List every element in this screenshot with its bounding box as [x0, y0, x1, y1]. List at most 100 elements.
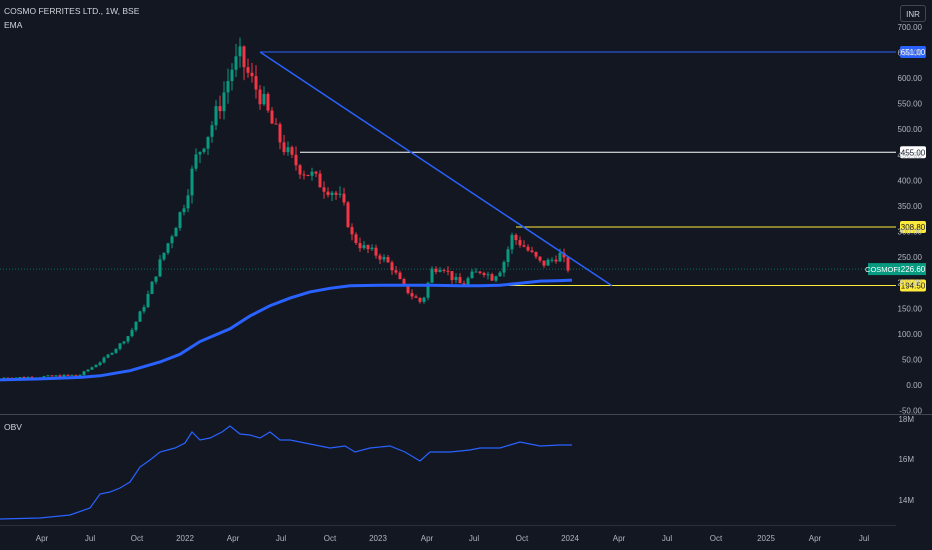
ema-legend[interactable]: EMA — [4, 20, 23, 30]
candle-body — [334, 192, 338, 195]
time-tick-label: Oct — [324, 534, 337, 543]
candle-body — [126, 336, 130, 342]
candle-body — [222, 92, 226, 112]
candle-body — [78, 374, 82, 376]
candle-body — [306, 174, 310, 176]
candle-body — [278, 124, 282, 143]
candle-body — [534, 252, 538, 257]
obv-tick-label: 14M — [898, 496, 914, 505]
time-tick-label: Oct — [131, 534, 144, 543]
candle-body — [402, 279, 406, 285]
candle-body — [98, 362, 102, 366]
candle-body — [242, 46, 246, 68]
candle-body — [426, 282, 430, 298]
candle-body — [86, 369, 90, 372]
candle-body — [406, 284, 410, 294]
candle-body — [470, 271, 474, 279]
candle-body — [494, 276, 498, 281]
candle-body — [342, 193, 346, 203]
price-level-value: 194.50 — [901, 282, 926, 291]
candle-body — [118, 343, 122, 349]
candle-body — [466, 278, 470, 285]
price-level-tag — [900, 279, 926, 292]
candle-body — [66, 374, 70, 376]
candle-body — [442, 269, 446, 271]
candle-body — [22, 377, 26, 379]
candlesticks — [2, 37, 570, 380]
time-tick-label: Oct — [516, 534, 529, 543]
candle-body — [338, 193, 342, 195]
candle-body — [210, 125, 214, 137]
ema-line — [0, 278, 573, 382]
candle-body — [234, 56, 238, 70]
price-tick-label: 550.00 — [898, 100, 923, 109]
time-tick-label: Apr — [613, 534, 626, 543]
candle-body — [362, 245, 366, 249]
candle-body — [182, 208, 186, 213]
candle-body — [294, 154, 298, 166]
candle-body — [174, 227, 178, 237]
candle-body — [202, 148, 206, 153]
time-tick-label: 2025 — [757, 534, 775, 543]
candle-body — [106, 354, 110, 358]
candle-body — [374, 247, 378, 256]
candle-body — [346, 202, 350, 228]
price-tick-label: 300.00 — [898, 228, 923, 237]
price-level-value: 651.00 — [901, 48, 926, 57]
price-axis[interactable]: 700.00 650.00 600.00 550.00 500.00 450.00 400.… — [898, 23, 923, 416]
candle-body — [150, 281, 154, 294]
candle-body — [326, 191, 330, 196]
time-axis[interactable]: Apr Jul Oct 2022 Apr Jul Oct 2023 Apr Jul Oct 2024 A… — [36, 534, 870, 543]
candle-body — [546, 259, 550, 266]
price-tick-label: -50.00 — [899, 407, 922, 416]
price-tick-label: 650.00 — [898, 49, 923, 58]
candle-body — [138, 311, 142, 322]
candle-body — [550, 259, 554, 261]
descending-trend-line — [259, 51, 613, 287]
candle-body — [510, 234, 514, 250]
price-tick-label: 200.00 — [898, 279, 923, 288]
candle-body — [454, 277, 458, 281]
obv-legend[interactable]: OBV — [4, 422, 22, 432]
candle-body — [266, 94, 270, 111]
candle-body — [414, 296, 418, 298]
candle-body — [250, 72, 254, 77]
time-tick-label: Oct — [710, 534, 723, 543]
candle-body — [314, 171, 318, 174]
candle-body — [498, 272, 502, 277]
candle-body — [186, 195, 190, 209]
candle-body — [450, 271, 454, 281]
candle-body — [566, 257, 570, 271]
chart-title: COSMO FERRITES LTD., 1W, BSE — [4, 6, 140, 16]
currency-button[interactable]: INR — [900, 5, 926, 22]
candle-body — [310, 171, 314, 176]
candle-body — [530, 250, 534, 253]
candle-body — [502, 261, 506, 273]
candle-body — [134, 321, 138, 330]
candle-body — [490, 274, 494, 281]
candle-body — [18, 377, 22, 379]
candle-body — [462, 283, 466, 285]
time-tick-label: Jul — [662, 534, 672, 543]
time-tick-label: Jul — [859, 534, 869, 543]
candle-body — [94, 365, 98, 368]
candle-body — [390, 262, 394, 271]
candle-body — [162, 252, 166, 260]
candle-body — [254, 76, 258, 90]
candle-body — [538, 256, 542, 261]
time-tick-label: Jul — [276, 534, 286, 543]
trend-line — [259, 51, 613, 287]
candle-body — [298, 165, 302, 175]
price-level-tag — [900, 221, 926, 234]
time-tick-label: 2024 — [561, 534, 579, 543]
price-tick-label: 100.00 — [898, 330, 923, 339]
candle-body — [158, 259, 162, 277]
candle-body — [286, 147, 290, 153]
grid-lines — [0, 414, 932, 526]
price-level-value: 455.00 — [901, 148, 926, 157]
time-tick-label: Apr — [809, 534, 822, 543]
candle-body — [110, 352, 114, 355]
candle-body — [482, 272, 486, 275]
ema-series-line — [0, 278, 573, 382]
